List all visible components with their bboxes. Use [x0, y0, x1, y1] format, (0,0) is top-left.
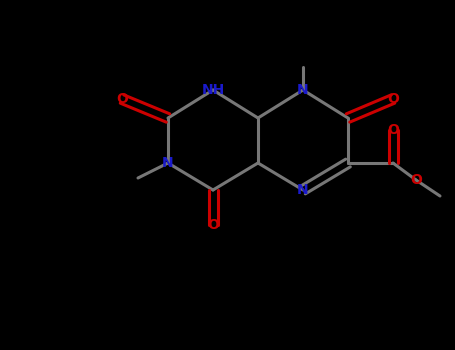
Text: O: O — [116, 92, 128, 106]
Text: O: O — [207, 218, 219, 232]
Text: N: N — [297, 83, 309, 97]
Text: N: N — [297, 183, 309, 197]
Text: O: O — [387, 123, 399, 137]
Text: O: O — [410, 173, 422, 187]
Text: N: N — [162, 156, 174, 170]
Text: O: O — [387, 92, 399, 106]
Text: NH: NH — [202, 83, 225, 97]
